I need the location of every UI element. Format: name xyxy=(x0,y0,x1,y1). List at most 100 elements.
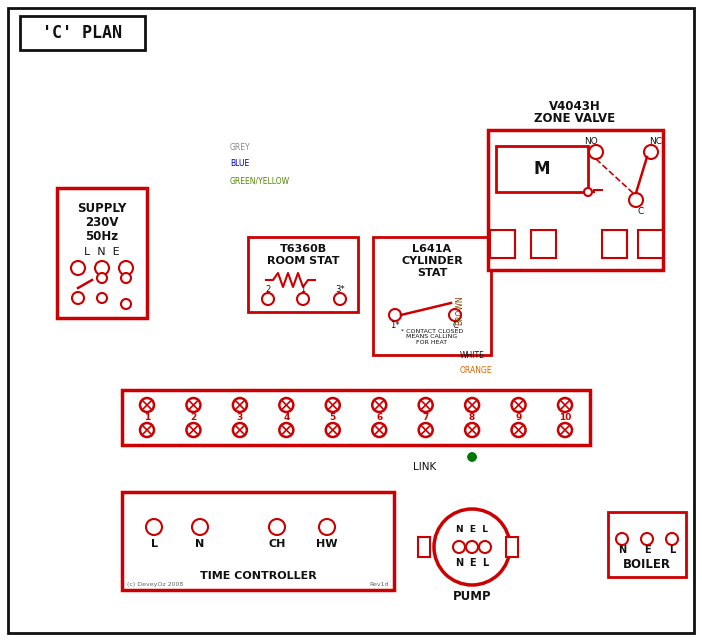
Bar xyxy=(638,230,663,258)
Circle shape xyxy=(558,398,572,412)
Circle shape xyxy=(666,533,678,545)
Text: BOILER: BOILER xyxy=(623,558,671,572)
Text: N: N xyxy=(618,545,626,555)
Text: ORANGE: ORANGE xyxy=(460,366,493,375)
Text: ZONE VALVE: ZONE VALVE xyxy=(534,113,616,126)
Text: GREY: GREY xyxy=(230,143,251,152)
Circle shape xyxy=(512,423,526,437)
Text: NO: NO xyxy=(584,138,598,147)
Circle shape xyxy=(97,273,107,283)
Circle shape xyxy=(279,398,293,412)
Text: L  N  E: L N E xyxy=(84,247,120,257)
Circle shape xyxy=(71,261,85,275)
Circle shape xyxy=(449,309,461,321)
Bar xyxy=(418,537,430,557)
Bar xyxy=(20,16,145,50)
Text: L: L xyxy=(669,545,675,555)
Text: ROOM STAT: ROOM STAT xyxy=(267,256,339,266)
Bar xyxy=(122,390,590,445)
Circle shape xyxy=(140,398,154,412)
Circle shape xyxy=(372,423,386,437)
Circle shape xyxy=(233,398,247,412)
Text: E: E xyxy=(469,558,475,568)
Text: N  E  L: N E L xyxy=(456,524,488,533)
Circle shape xyxy=(558,423,572,437)
Text: BLUE: BLUE xyxy=(230,159,249,168)
Circle shape xyxy=(140,423,154,437)
Text: 9: 9 xyxy=(515,413,522,422)
Text: E: E xyxy=(644,545,650,555)
Circle shape xyxy=(233,423,247,437)
Circle shape xyxy=(121,273,131,283)
Bar xyxy=(57,188,147,318)
Text: 230V: 230V xyxy=(85,215,119,228)
Circle shape xyxy=(326,423,340,437)
Text: 2: 2 xyxy=(265,285,271,294)
Text: L: L xyxy=(482,558,488,568)
Circle shape xyxy=(629,193,643,207)
Circle shape xyxy=(319,519,335,535)
Text: 1*: 1* xyxy=(390,322,399,331)
Text: 8: 8 xyxy=(469,413,475,422)
Text: NC: NC xyxy=(649,138,663,147)
Text: 6: 6 xyxy=(376,413,383,422)
Circle shape xyxy=(479,541,491,553)
Circle shape xyxy=(616,533,628,545)
Circle shape xyxy=(453,541,465,553)
Bar xyxy=(248,237,358,312)
Circle shape xyxy=(468,453,476,461)
Text: C: C xyxy=(452,322,458,331)
Circle shape xyxy=(418,423,432,437)
Circle shape xyxy=(192,519,208,535)
Text: T6360B: T6360B xyxy=(279,244,326,254)
Text: SUPPLY: SUPPLY xyxy=(77,201,126,215)
Circle shape xyxy=(466,541,478,553)
Text: CYLINDER: CYLINDER xyxy=(401,256,463,266)
Circle shape xyxy=(262,293,274,305)
Circle shape xyxy=(95,261,109,275)
Circle shape xyxy=(187,398,201,412)
Circle shape xyxy=(512,398,526,412)
Text: 50Hz: 50Hz xyxy=(86,229,119,242)
Text: 'C' PLAN: 'C' PLAN xyxy=(42,24,122,42)
Bar xyxy=(496,146,588,192)
Circle shape xyxy=(468,453,476,461)
Text: 3: 3 xyxy=(237,413,243,422)
Text: HW: HW xyxy=(316,539,338,549)
Text: N: N xyxy=(455,558,463,568)
Text: CH: CH xyxy=(268,539,286,549)
Text: LINK: LINK xyxy=(413,462,437,472)
Text: * CONTACT CLOSED
MEANS CALLING
FOR HEAT: * CONTACT CLOSED MEANS CALLING FOR HEAT xyxy=(401,329,463,345)
Circle shape xyxy=(119,261,133,275)
Text: N: N xyxy=(195,539,204,549)
Text: 1: 1 xyxy=(300,285,305,294)
Circle shape xyxy=(146,519,162,535)
Text: C: C xyxy=(638,208,644,217)
Circle shape xyxy=(326,398,340,412)
Bar xyxy=(490,230,515,258)
Text: (c) DeveyOz 2008: (c) DeveyOz 2008 xyxy=(127,582,183,587)
Text: GREEN/YELLOW: GREEN/YELLOW xyxy=(230,176,290,185)
Text: WHITE: WHITE xyxy=(460,351,485,360)
Text: 1: 1 xyxy=(144,413,150,422)
Circle shape xyxy=(72,292,84,304)
Text: TIME CONTROLLER: TIME CONTROLLER xyxy=(199,571,317,581)
Text: Rev1d: Rev1d xyxy=(369,582,389,587)
Circle shape xyxy=(644,145,658,159)
Text: L641A: L641A xyxy=(413,244,451,254)
Bar xyxy=(531,230,556,258)
Circle shape xyxy=(584,188,592,196)
Bar xyxy=(373,237,491,355)
Text: STAT: STAT xyxy=(417,268,447,278)
Text: PUMP: PUMP xyxy=(453,590,491,603)
Bar xyxy=(506,537,518,557)
Circle shape xyxy=(279,423,293,437)
Text: 5: 5 xyxy=(330,413,336,422)
Bar xyxy=(602,230,627,258)
Text: 2: 2 xyxy=(190,413,197,422)
Circle shape xyxy=(465,398,479,412)
Text: 7: 7 xyxy=(423,413,429,422)
Bar xyxy=(608,512,686,577)
Text: M: M xyxy=(534,160,550,178)
Circle shape xyxy=(97,293,107,303)
